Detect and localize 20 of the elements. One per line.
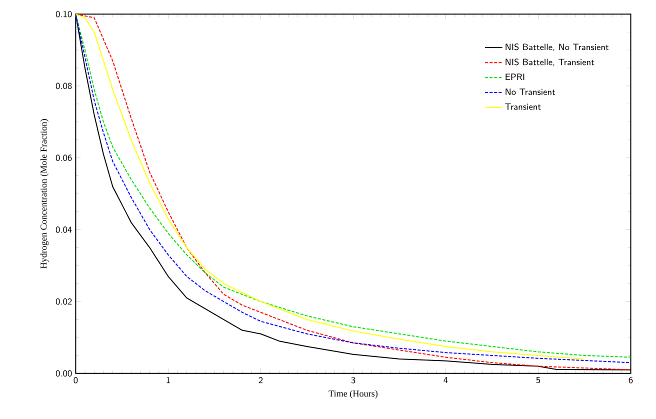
x-tick-label: 2 <box>258 377 263 384</box>
y-tick-label: 0.10 <box>56 11 72 18</box>
y-tick-label: 0.08 <box>56 82 72 90</box>
y-tick-label: 0.04 <box>56 226 72 233</box>
legend-label: NIS Battelle, Transient <box>506 58 594 66</box>
y-tick-label: 0.02 <box>56 298 72 305</box>
legend-label: No Transient <box>506 88 556 96</box>
legend-label: Transient <box>505 104 541 110</box>
x-tick-label: 3 <box>351 377 356 384</box>
y-tick-label: 0.06 <box>56 154 72 162</box>
x-tick-label: 4 <box>444 377 448 383</box>
x-tick-label: 1 <box>166 377 170 384</box>
x-axis-title: Time (Hours) <box>328 390 378 399</box>
legend-label: EPRI <box>506 74 524 80</box>
x-tick-label: 5 <box>536 377 540 384</box>
y-tick-label: 0.00 <box>56 370 72 377</box>
y-axis-title: Hydrogen Concentration (Mole Fraction) <box>40 119 49 269</box>
legend-label: NIS Battelle, No Transient <box>506 44 609 52</box>
x-tick-label: 6 <box>628 377 633 384</box>
x-tick-label: 0 <box>74 377 78 384</box>
